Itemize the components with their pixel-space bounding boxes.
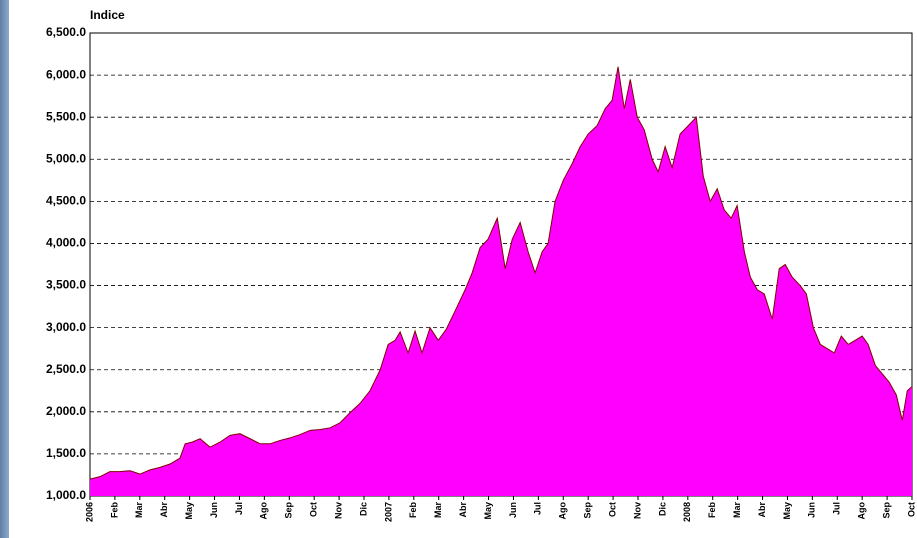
y-tick-label: 5,000.0 (46, 151, 86, 165)
x-tick-label: Feb (109, 502, 119, 519)
y-tick-label: 6,000.0 (46, 67, 86, 81)
x-tick-label: Jun (508, 502, 518, 518)
x-tick-label: May (184, 502, 194, 520)
x-tick-label: Mar (732, 502, 742, 519)
y-tick-label: 4,000.0 (46, 236, 86, 250)
x-tick-label: May (483, 502, 493, 520)
x-tick-label: 2008 (682, 502, 692, 522)
x-tick-label: Dic (657, 502, 667, 516)
y-tick-label: 6,500.0 (46, 25, 86, 39)
x-tick-label: Jul (234, 502, 244, 515)
area (90, 66, 912, 496)
x-tick-label: Sep (881, 502, 891, 519)
axis-title: Indice (90, 8, 125, 22)
x-tick-label: Oct (607, 502, 617, 517)
x-tick-label: Abr (458, 502, 468, 518)
x-tick-label: 2007 (383, 502, 393, 522)
x-tick-label: Sep (284, 502, 294, 519)
x-tick-label: Sep (583, 502, 593, 519)
y-tick-label: 5,500.0 (46, 109, 86, 123)
x-tick-label: Oct (309, 502, 319, 517)
x-tick-label: Nov (632, 502, 642, 519)
x-tick-label: Jun (209, 502, 219, 518)
x-tick-label: Abr (757, 502, 767, 518)
x-tick-label: Oct (906, 502, 916, 517)
y-tick-label: 3,000.0 (46, 320, 86, 334)
x-tick-label: Jul (533, 502, 543, 515)
y-tick-label: 4,500.0 (46, 194, 86, 208)
y-tick-label: 3,500.0 (46, 278, 86, 292)
y-tick-label: 1,000.0 (46, 488, 86, 502)
y-tick-label: 2,000.0 (46, 404, 86, 418)
side-strip (0, 0, 9, 538)
x-tick-label: Feb (707, 502, 717, 519)
x-tick-label: 2006 (84, 502, 94, 522)
x-tick-label: Mar (134, 502, 144, 519)
x-tick-label: Abr (159, 502, 169, 518)
x-tick-label: Ago (259, 502, 269, 520)
line (89, 66, 913, 480)
x-tick-label: Jun (807, 502, 817, 518)
x-tick-label: Jul (832, 502, 842, 515)
x-tick-label: Ago (857, 502, 867, 520)
x-tick-label: Ago (558, 502, 568, 520)
x-tick-label: Nov (333, 502, 343, 519)
y-tick-label: 1,500.0 (46, 446, 86, 460)
y-tick-label: 2,500.0 (46, 362, 86, 376)
x-tick-label: Feb (408, 502, 418, 519)
x-tick-label: Dic (358, 502, 368, 516)
x-tick-label: May (782, 502, 792, 520)
x-tick-label: Mar (433, 502, 443, 519)
